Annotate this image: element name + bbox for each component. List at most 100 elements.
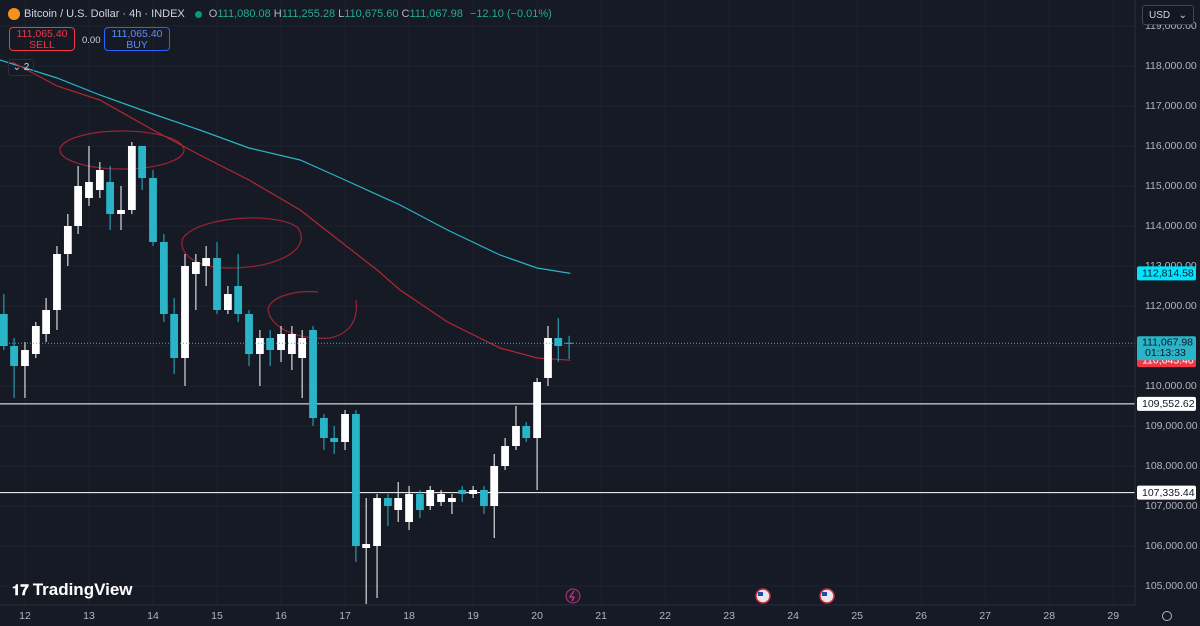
spread: 0.00	[82, 35, 101, 46]
y-tick-label: 112,000.00	[1145, 300, 1197, 312]
candle-body	[170, 314, 179, 358]
candle-body	[362, 544, 371, 548]
y-tick-label: 108,000.00	[1145, 460, 1198, 472]
x-tick-label: 28	[1043, 610, 1055, 622]
y-tick-label: 107,000.00	[1145, 500, 1198, 512]
x-tick-label: 16	[275, 610, 287, 622]
y-tick-label: 106,000.00	[1145, 540, 1198, 552]
y-tick-label: 116,000.00	[1145, 140, 1197, 152]
price-tag-label: 109,552.62	[1142, 398, 1195, 410]
x-tick-label: 21	[595, 610, 607, 622]
candle-body	[416, 494, 424, 510]
candle-body	[245, 314, 253, 354]
dropdown-arrow: ⌄	[1178, 10, 1187, 21]
candle-body	[330, 438, 339, 442]
last-price-label: 111,067.98	[1142, 337, 1193, 349]
line-value-tag	[1137, 266, 1196, 281]
sell-price: 111,065.40	[16, 28, 68, 40]
drawing-ellipse	[181, 217, 302, 269]
drawing-ellipse	[59, 130, 185, 170]
candle-body	[384, 498, 392, 506]
candle-body	[309, 330, 317, 418]
x-tick-label: 13	[83, 610, 95, 622]
indicators-toggle[interactable]: ⌄ 2	[8, 59, 34, 76]
candle-body	[522, 426, 531, 438]
symbol-header: Bitcoin / U.S. Dollar · 4h · INDEX O111,…	[8, 8, 555, 20]
symbol-icon	[8, 8, 20, 20]
candle-body	[21, 350, 29, 366]
events	[565, 588, 835, 604]
candle-body	[554, 338, 563, 346]
settings-icon[interactable]	[1162, 611, 1172, 621]
event-icon-glyph	[822, 592, 827, 596]
x-tick-label: 29	[1107, 610, 1119, 622]
candle-body	[437, 494, 445, 502]
price-tag-label: 107,335.44	[1142, 487, 1195, 499]
event-icon-glyph	[758, 592, 763, 596]
buy-price: 111,065.40	[111, 28, 163, 40]
candle-body	[469, 490, 477, 494]
candle-body	[288, 334, 296, 354]
candle-body	[341, 414, 349, 442]
y-tick-label: 115,000.00	[1145, 180, 1197, 192]
moving-average	[11, 61, 571, 361]
candle-body	[74, 186, 82, 226]
ohlc-key: C	[401, 8, 410, 20]
grid	[0, 0, 1135, 605]
ohlc-key: O	[208, 8, 218, 20]
candle-body	[31, 326, 40, 354]
y-tick-label: 105,000.00	[1145, 580, 1198, 592]
x-tick-label: 15	[211, 610, 223, 622]
sell-label: SELL	[29, 39, 55, 51]
brand-mark: 𝟏𝟕	[12, 581, 29, 599]
candle-body	[458, 490, 467, 494]
candle-body	[106, 182, 114, 214]
candle-body	[10, 346, 18, 366]
candle-body	[533, 382, 541, 438]
candle-body	[85, 182, 93, 198]
sell-button[interactable]: 111,065.40 SELL	[9, 27, 75, 51]
x-tick-label: 19	[467, 610, 479, 622]
y-tick-label: 117,000.00	[1145, 100, 1197, 112]
brand-logo: 𝟏𝟕 TradingView	[12, 580, 133, 600]
line-value-label: 112,814.58	[1142, 268, 1194, 280]
x-tick-label: 26	[915, 610, 927, 622]
candle-body	[256, 338, 264, 354]
candle-body	[501, 446, 509, 466]
candle-body	[181, 266, 189, 358]
symbol-name: Bitcoin / U.S. Dollar · 4h · INDEX	[24, 8, 185, 20]
ohlc-key: H	[273, 8, 282, 20]
candle-body	[320, 418, 328, 438]
candle-body	[127, 146, 136, 210]
price-tag	[1137, 396, 1196, 411]
candle-body	[277, 334, 285, 350]
moving-average	[0, 59, 571, 274]
candle-body	[426, 490, 435, 506]
x-tick-label: 23	[723, 610, 735, 622]
price-axis	[1135, 0, 1200, 626]
candle-body	[117, 210, 125, 214]
y-tick-label: 114,000.00	[1145, 220, 1197, 232]
ohlc-value: 110,675.60	[344, 8, 399, 20]
x-tick-label: 18	[403, 610, 415, 622]
y-tick-label: 109,000.00	[1145, 420, 1198, 432]
currency-select[interactable]: USD ⌄	[1142, 5, 1194, 25]
candle-body	[266, 338, 275, 350]
plot	[0, 59, 1135, 604]
y-tick-label: 110,000.00	[1145, 380, 1197, 392]
candle-body	[490, 466, 499, 506]
candle-body	[352, 414, 360, 546]
candle-body	[63, 226, 72, 254]
drawings	[59, 130, 357, 339]
drawing-ellipse	[267, 290, 357, 339]
event-icon[interactable]	[565, 588, 581, 604]
candle-body	[149, 178, 157, 242]
axes: 105,000.00 106,000.00 107,000.00 108,000.00…	[19, 20, 1198, 622]
candle-body	[394, 498, 403, 510]
buy-button[interactable]: 111,065.40 BUY	[104, 27, 170, 51]
ohlc-values: O111,080.08 H111,255.28 L110,675.60 C111,06…	[209, 8, 466, 20]
x-tick-label: 20	[531, 610, 543, 622]
price-tag	[1137, 485, 1196, 500]
x-tick-label: 14	[147, 610, 159, 622]
